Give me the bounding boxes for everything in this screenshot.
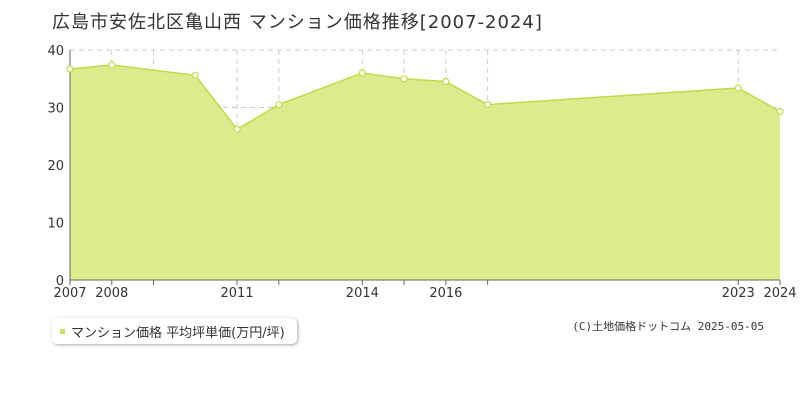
data-point: [734, 84, 742, 92]
axes: [69, 50, 781, 285]
data-point: [233, 125, 241, 133]
data-markers: [66, 61, 784, 133]
y-tick-label: 20: [47, 159, 64, 174]
area-fill: [70, 65, 780, 280]
legend-label: マンション価格 平均坪単価(万円/坪): [71, 325, 285, 341]
y-tick-label: 0: [56, 274, 64, 289]
data-point: [191, 71, 199, 79]
tick-labels: 0 10 20 30 40 2007 2008 2011 2014 2016 2023 2024: [47, 44, 796, 301]
chart-title: 広島市安佐北区亀山西 マンション価格推移[2007-2024]: [52, 12, 543, 33]
x-tick-label: 2024: [763, 286, 796, 301]
x-tick-label: 2014: [346, 286, 379, 301]
x-tick-label: 2023: [722, 286, 755, 301]
x-tick-label: 2007: [53, 286, 86, 301]
data-point: [66, 65, 74, 73]
y-tick-label: 10: [47, 217, 64, 232]
legend: マンション価格 平均坪単価(万円/坪): [52, 318, 297, 344]
x-tick-label: 2008: [95, 286, 128, 301]
data-point: [400, 75, 408, 83]
data-point: [776, 107, 784, 116]
y-tick-label: 30: [47, 102, 64, 117]
area-layer: [69, 64, 781, 280]
data-point: [484, 100, 492, 109]
data-point: [108, 61, 116, 69]
x-tick-label: 2011: [221, 286, 254, 301]
credit-text: (C)土地価格ドットコム 2025-05-05: [572, 320, 764, 333]
x-tick-label: 2016: [429, 286, 462, 301]
legend-marker-icon: [60, 328, 65, 334]
data-point: [358, 69, 366, 77]
y-tick-label: 40: [47, 44, 64, 59]
data-point: [275, 100, 283, 109]
data-point: [442, 77, 450, 86]
